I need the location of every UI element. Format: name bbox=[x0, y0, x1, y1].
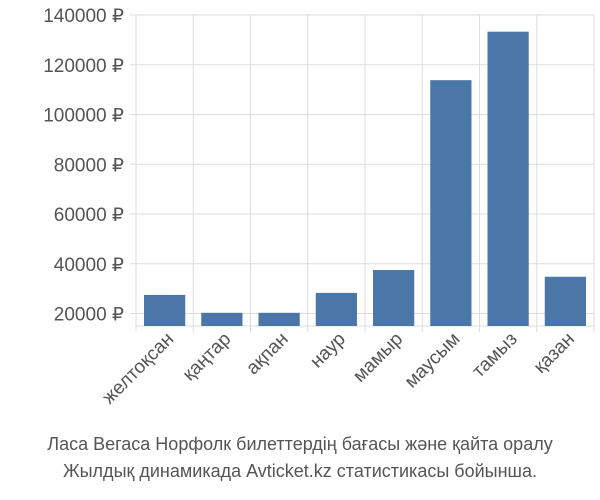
bar bbox=[544, 276, 586, 326]
bar bbox=[430, 80, 472, 326]
x-tick-label: маусым bbox=[401, 329, 465, 393]
y-tick-label: 60000 ₽ bbox=[54, 205, 124, 226]
y-axis: 20000 ₽ 40000 ₽ 60000 ₽ 80000 ₽ 100000 ₽ 1200… bbox=[43, 6, 124, 326]
y-tick-label: 100000 ₽ bbox=[43, 106, 124, 127]
y-tick-label: 20000 ₽ bbox=[54, 305, 124, 326]
caption-line-1: Ласа Вегаса Норфолк билеттердің бағасы ж… bbox=[47, 434, 553, 454]
bar bbox=[487, 31, 529, 327]
bar-chart: 20000 ₽ 40000 ₽ 60000 ₽ 80000 ₽ 100000 ₽ 1200… bbox=[43, 6, 595, 409]
x-tick-label: наур bbox=[306, 329, 350, 373]
y-tick-label: 140000 ₽ bbox=[43, 6, 124, 27]
caption-line-2: Жылдық динамикада Avticket.kz статистика… bbox=[63, 461, 537, 481]
y-tick-label: 120000 ₽ bbox=[43, 56, 124, 77]
bar bbox=[315, 292, 357, 326]
x-tick-label: тамыз bbox=[468, 329, 521, 382]
y-tick-label: 80000 ₽ bbox=[54, 155, 124, 176]
x-tick-label: мамыр bbox=[349, 329, 407, 387]
x-tick-label: ақпан bbox=[242, 329, 292, 379]
x-tick-label: желтоқсан bbox=[98, 329, 178, 409]
bar bbox=[144, 294, 186, 326]
bars bbox=[144, 31, 586, 327]
bar bbox=[373, 270, 415, 326]
x-tick-label: қаңтар bbox=[179, 329, 236, 386]
x-tick-label: қазан bbox=[530, 329, 579, 378]
bar bbox=[258, 312, 300, 326]
bar bbox=[201, 312, 243, 326]
y-tick-label: 40000 ₽ bbox=[54, 255, 124, 276]
